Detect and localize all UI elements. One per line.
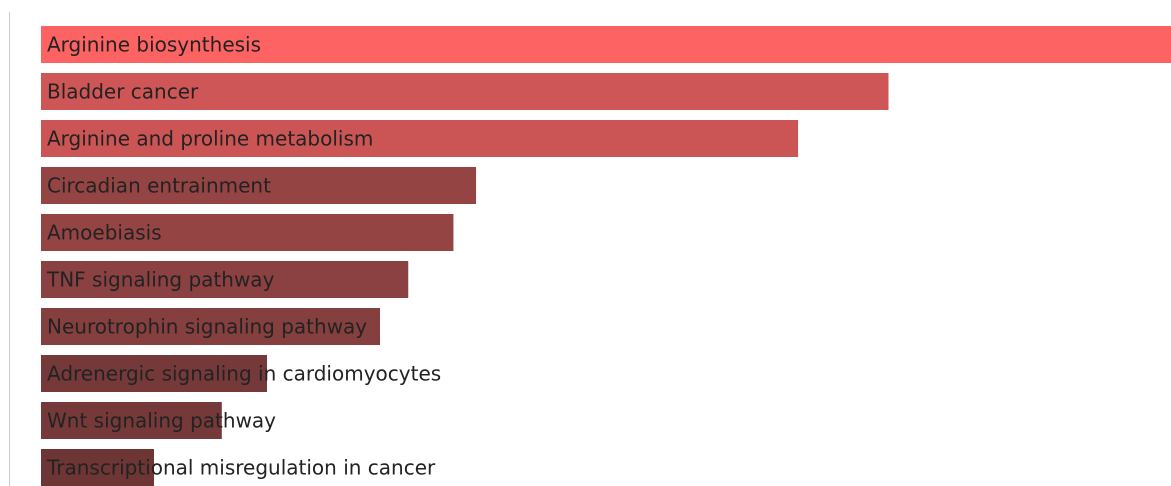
labels-layer: Arginine biosynthesis Bladder cancer Argin… [46, 33, 441, 480]
bar-label-10: Transcriptional misregulation in cancer [46, 456, 436, 480]
bar-4 [41, 167, 477, 204]
bar-1 [41, 26, 1171, 63]
bar-2 [41, 73, 889, 110]
bar-5 [41, 214, 454, 251]
bar-label-4: Circadian entrainment [47, 174, 271, 198]
bar-label-5: Amoebiasis [47, 221, 162, 245]
bar-label-8: Adrenergic signaling in cardiomyocytes [47, 362, 441, 386]
bars-layer [41, 26, 1171, 486]
bar-10 [41, 449, 154, 486]
bar-label-9: Wnt signaling pathway [47, 409, 276, 433]
bar-label-3: Arginine and proline metabolism [47, 127, 373, 151]
bar-9 [41, 402, 222, 439]
bar-7 [41, 308, 380, 345]
bar-3 [41, 120, 799, 157]
bar-label-2: Bladder cancer [47, 80, 199, 104]
bar-label-1: Arginine biosynthesis [47, 33, 261, 57]
bar-label-6: TNF signaling pathway [46, 268, 275, 292]
bar-6 [41, 261, 409, 298]
bar-8 [41, 355, 267, 392]
bar-label-7: Neurotrophin signaling pathway [47, 315, 367, 339]
